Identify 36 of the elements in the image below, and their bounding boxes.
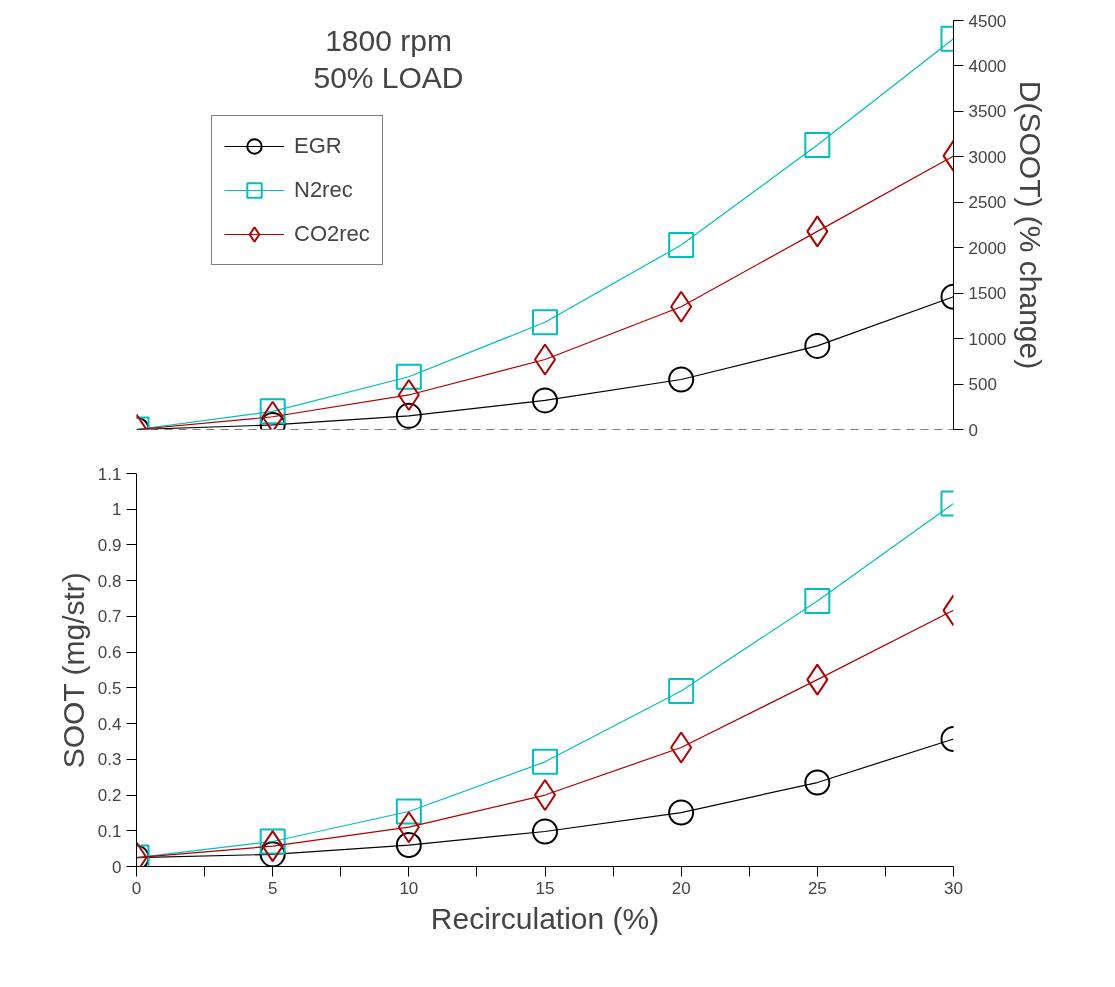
- legend-label: N2rec: [294, 176, 353, 204]
- y-tick-label: 0.6: [97, 643, 122, 663]
- y-tick-label: 0.9: [97, 535, 122, 555]
- x-tick-label: 25: [807, 878, 827, 898]
- y-tick-label: 0.8: [97, 571, 122, 591]
- y-tick-label: 500: [968, 375, 997, 395]
- y-tick-label: 0.3: [97, 750, 122, 770]
- y-tick-label: 2000: [968, 238, 1007, 258]
- y-tick-label: 1.1: [97, 464, 122, 484]
- y-tick-label: 0: [112, 857, 122, 877]
- y-tick-label: 4500: [968, 11, 1007, 31]
- y-tick-label: 1000: [968, 329, 1007, 349]
- y-tick-label: 1: [112, 500, 122, 520]
- legend-label: EGR: [294, 132, 342, 160]
- y2-axis-title: D(SOOT) (% change): [1014, 80, 1048, 370]
- y-tick-label: 3500: [968, 102, 1007, 122]
- y-tick-label: 4000: [968, 56, 1007, 76]
- y-tick-label: 0.5: [97, 678, 122, 698]
- y-tick-label: 0: [968, 420, 978, 440]
- y-axis-title: SOOT (mg/str): [56, 572, 90, 769]
- y-tick-label: 1500: [968, 284, 1007, 304]
- legend-label: CO2rec: [294, 220, 370, 248]
- y-tick-label: 2500: [968, 193, 1007, 213]
- y-tick-label: 0.1: [97, 821, 122, 841]
- x-tick-label: 0: [131, 878, 142, 898]
- x-tick-label: 5: [267, 878, 278, 898]
- y-tick-label: 0.2: [97, 786, 122, 806]
- x-tick-label: 30: [944, 878, 963, 898]
- x-tick-label: 15: [535, 878, 555, 898]
- x-tick-label: 10: [399, 878, 419, 898]
- x-axis-title: Recirculation (%): [430, 901, 660, 935]
- x-tick-label: 20: [671, 878, 691, 898]
- text: 1800 rpm 50% LOAD: [313, 24, 464, 94]
- y-tick-label: 0.4: [97, 714, 122, 734]
- y-tick-label: 3000: [968, 147, 1007, 167]
- y-tick-label: 0.7: [97, 607, 122, 627]
